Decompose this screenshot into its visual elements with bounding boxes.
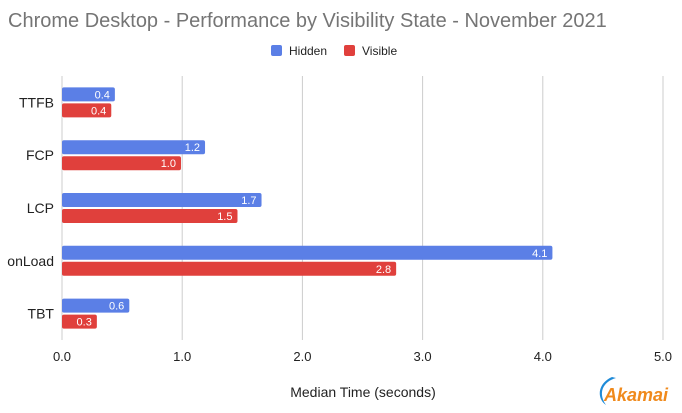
- x-tick-labels: 0.0 1.0 2.0 3.0 4.0 5.0: [53, 349, 672, 364]
- bars: [62, 87, 553, 329]
- x-tick-label: 0.0: [53, 349, 71, 364]
- data-label: 1.5: [217, 211, 232, 223]
- bar-hidden: [62, 245, 553, 260]
- category-label: onLoad: [7, 253, 54, 269]
- category-label: FCP: [26, 147, 54, 163]
- akamai-logo: Akamai: [599, 377, 669, 405]
- x-tick-label: 5.0: [654, 349, 672, 364]
- data-label: 2.8: [376, 264, 391, 276]
- category-label: TBT: [28, 306, 55, 322]
- x-tick-label: 2.0: [293, 349, 311, 364]
- chart-title: Chrome Desktop - Performance by Visibili…: [8, 10, 607, 32]
- bar-visible: [62, 314, 97, 329]
- bar-visible: [62, 209, 238, 223]
- legend-swatch-visible: [344, 45, 355, 56]
- bar-visible: [62, 156, 181, 171]
- data-label: 0.6: [109, 301, 124, 313]
- data-label: 0.4: [95, 89, 110, 101]
- legend-label: Hidden: [289, 44, 327, 58]
- x-axis-title: Median Time (seconds): [290, 384, 436, 400]
- akamai-swoosh-icon: [599, 377, 616, 405]
- x-tick-label: 4.0: [534, 349, 552, 364]
- legend-swatch-hidden: [271, 45, 282, 56]
- data-label: 1.7: [241, 195, 256, 207]
- legend: Hidden Visible: [271, 44, 397, 58]
- category-labels: TTFB FCP LCP onLoad TBT: [7, 94, 54, 321]
- bar-hidden: [62, 87, 115, 102]
- bar-hidden: [62, 193, 262, 207]
- category-label: TTFB: [19, 94, 54, 110]
- category-label: LCP: [27, 200, 54, 216]
- akamai-logo-text: Akamai: [603, 385, 669, 405]
- data-label: 1.0: [161, 158, 176, 170]
- bar-hidden: [62, 140, 206, 155]
- bar-visible: [62, 103, 112, 118]
- x-tick-label: 3.0: [414, 349, 432, 364]
- data-label: 0.4: [91, 105, 106, 117]
- bar-hidden: [62, 298, 130, 313]
- gridlines: [61, 76, 664, 340]
- data-label: 0.3: [77, 317, 92, 329]
- data-label: 4.1: [532, 248, 547, 260]
- legend-label: Visible: [362, 44, 397, 58]
- x-tick-label: 1.0: [173, 349, 191, 364]
- bar-visible: [62, 261, 397, 276]
- bar-labels: 0.4 0.4 1.2 1.0 1.7 1.5 4.1 2.8 0.6 0.3: [77, 89, 548, 328]
- data-label: 1.2: [185, 142, 200, 154]
